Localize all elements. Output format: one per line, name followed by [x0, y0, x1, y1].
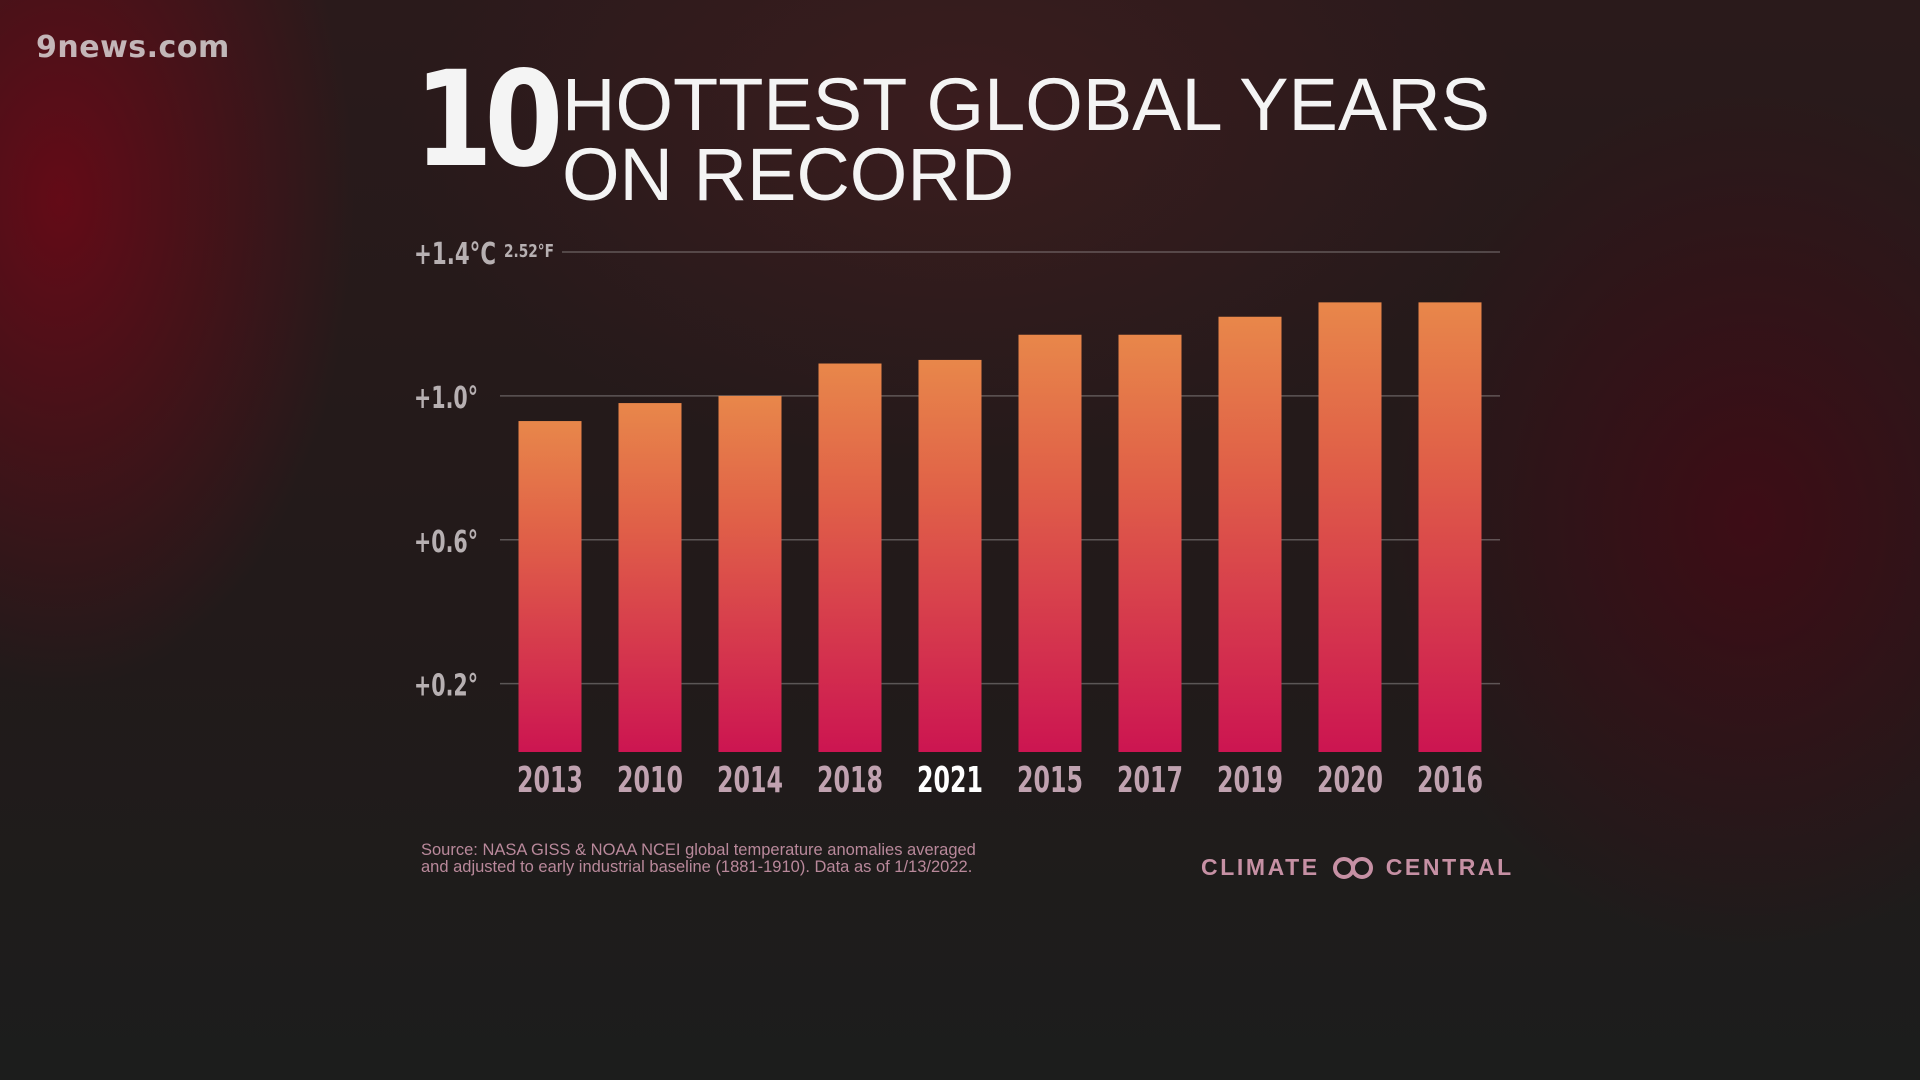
category-label-2021: 2021 — [917, 760, 983, 801]
y-tick-label: +1.0° — [414, 381, 478, 416]
labels: +1.4°C 2.52°F +1.0° +0.6° +0.2° 2013 2010 2014 2… — [414, 237, 1483, 801]
brand-logo: CLIMATE CENTRAL — [1201, 854, 1514, 881]
linked-rings-icon — [1332, 856, 1373, 879]
bar-2019 — [1218, 316, 1282, 752]
bar-2017 — [1118, 334, 1182, 752]
bar-2015 — [1018, 334, 1082, 752]
y-tick-secondary-label: 2.52°F — [504, 241, 554, 262]
bar-2016 — [1418, 302, 1482, 752]
category-label-2013: 2013 — [517, 760, 583, 801]
source-line-2: and adjusted to early industrial baselin… — [421, 858, 973, 876]
y-tick-label: +1.4°C — [414, 237, 496, 272]
y-tick-label: +0.6° — [414, 525, 478, 560]
bars — [518, 302, 1482, 752]
source-line-1: Source: NASA GISS & NOAA NCEI global tem… — [421, 841, 976, 859]
page-title: HOTTEST GLOBAL YEARS ON RECORD — [562, 63, 1491, 216]
category-label-2016: 2016 — [1417, 760, 1483, 801]
title-line-1: HOTTEST GLOBAL YEARS — [562, 63, 1491, 146]
y-tick-label: +0.2° — [414, 669, 478, 704]
bar-2010 — [618, 403, 682, 752]
category-label-2015: 2015 — [1017, 760, 1083, 801]
brand-left-text: CLIMATE — [1201, 854, 1320, 880]
category-label-2017: 2017 — [1117, 760, 1183, 801]
category-label-2019: 2019 — [1217, 760, 1283, 801]
source-note: Source: NASA GISS & NOAA NCEI global tem… — [421, 842, 976, 876]
bar-2020 — [1318, 302, 1382, 752]
brand-right-text: CENTRAL — [1385, 854, 1514, 880]
bar-2014 — [718, 395, 782, 752]
bar-2018 — [818, 363, 882, 752]
bar-2021 — [918, 359, 982, 752]
title-number: 10 — [414, 43, 563, 197]
watermark-logo: 9news.com — [36, 30, 230, 65]
title-line-2: ON RECORD — [562, 133, 1015, 216]
bar-2013 — [518, 421, 582, 752]
category-label-2014: 2014 — [717, 760, 783, 801]
category-label-2020: 2020 — [1317, 760, 1383, 801]
category-label-2018: 2018 — [817, 760, 883, 801]
category-label-2010: 2010 — [617, 760, 683, 801]
